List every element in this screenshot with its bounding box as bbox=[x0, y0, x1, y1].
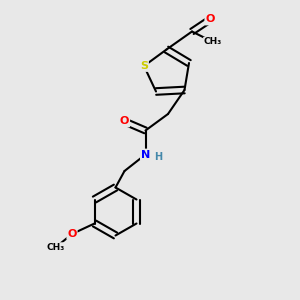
Text: H: H bbox=[154, 152, 162, 162]
Text: O: O bbox=[67, 229, 77, 239]
Text: CH₃: CH₃ bbox=[204, 38, 222, 46]
Text: O: O bbox=[205, 14, 215, 25]
Text: O: O bbox=[120, 116, 129, 127]
Text: CH₃: CH₃ bbox=[46, 243, 64, 252]
Text: N: N bbox=[141, 149, 150, 160]
Text: S: S bbox=[140, 61, 148, 71]
